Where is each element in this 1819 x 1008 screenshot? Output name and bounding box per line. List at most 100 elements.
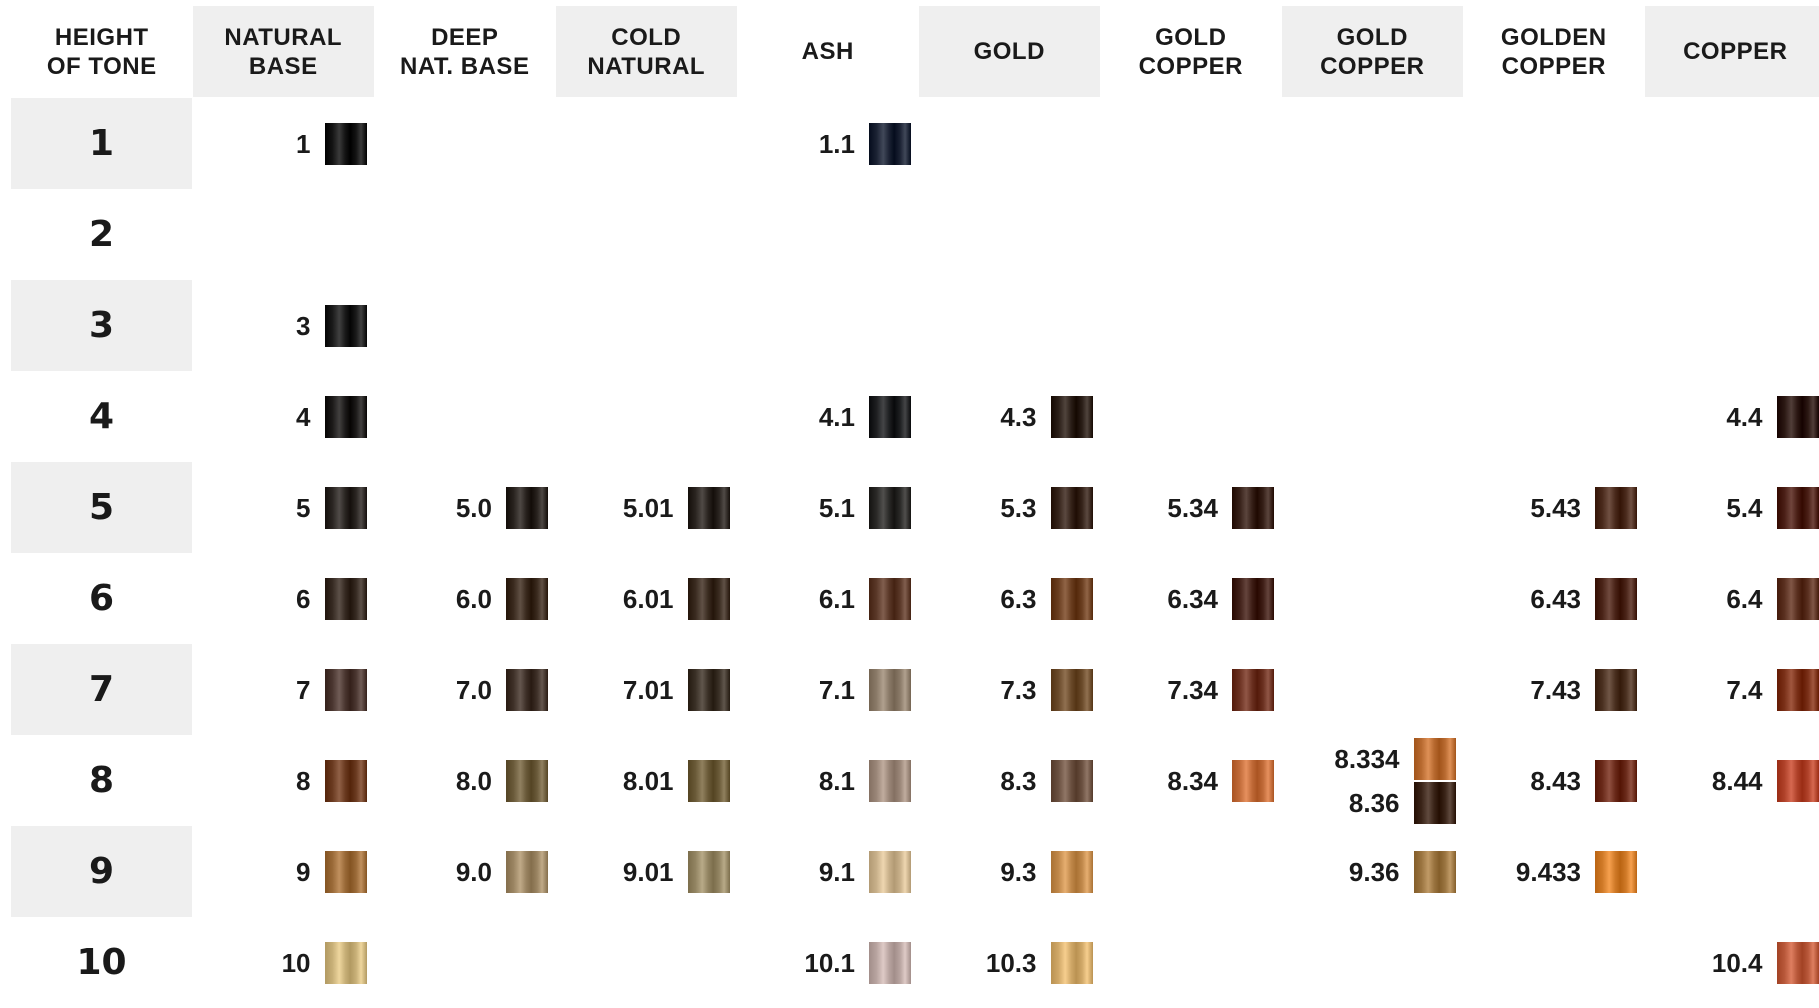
shade-code: 5.3 — [927, 493, 1037, 523]
hair-swatch — [325, 578, 367, 620]
shade-code: 5.01 — [564, 493, 674, 523]
shade-code: 7.0 — [382, 675, 492, 705]
column-header-gold-copper-1: GOLD COPPER — [1100, 6, 1282, 97]
hair-swatch — [1777, 669, 1819, 711]
hair-swatch — [325, 487, 367, 529]
hair-swatch — [869, 396, 911, 438]
shade-code: 8.1 — [745, 766, 855, 796]
tone-height-label: 10 — [11, 917, 192, 1008]
hair-swatch — [506, 487, 548, 529]
shade-code: 5 — [201, 493, 311, 523]
hair-swatch — [1051, 578, 1093, 620]
hair-swatch — [688, 487, 730, 529]
shade-code: 7.43 — [1471, 675, 1581, 705]
hair-swatch — [325, 123, 367, 165]
hair-swatch — [1777, 396, 1819, 438]
shade-code: 7 — [201, 675, 311, 705]
hair-swatch — [1595, 851, 1637, 893]
hair-swatch — [869, 669, 911, 711]
shade-code: 9.0 — [382, 857, 492, 887]
hair-swatch — [869, 487, 911, 529]
hair-swatch — [688, 760, 730, 802]
shade-code: 9.1 — [745, 857, 855, 887]
hair-swatch — [1414, 782, 1456, 824]
tone-height-label: 7 — [11, 644, 192, 735]
shade-code: 9 — [201, 857, 311, 887]
hair-swatch — [1595, 578, 1637, 620]
shade-code: 8.34 — [1108, 766, 1218, 796]
shade-code: 8.334 — [1290, 744, 1400, 774]
shade-code: 4.3 — [927, 402, 1037, 432]
hair-swatch — [1777, 942, 1819, 984]
shade-code: 7.4 — [1653, 675, 1763, 705]
hair-swatch — [1051, 669, 1093, 711]
shade-code: 5.4 — [1653, 493, 1763, 523]
hair-swatch — [1051, 487, 1093, 529]
hair-swatch — [325, 942, 367, 984]
column-header-gold: GOLD — [919, 6, 1101, 97]
hair-swatch — [869, 578, 911, 620]
tone-height-label: 1 — [11, 98, 192, 189]
hair-swatch — [1414, 738, 1456, 780]
hair-swatch — [1777, 760, 1819, 802]
hair-swatch — [1414, 851, 1456, 893]
shade-code: 10 — [201, 948, 311, 978]
shade-code: 9.433 — [1471, 857, 1581, 887]
hair-swatch — [506, 669, 548, 711]
hair-swatch — [325, 760, 367, 802]
shade-code: 3 — [201, 311, 311, 341]
column-header-natural-base: NATURAL BASE — [193, 6, 375, 97]
column-header-cold-natural: COLD NATURAL — [556, 6, 738, 97]
hair-swatch — [325, 396, 367, 438]
shade-code: 4.4 — [1653, 402, 1763, 432]
hair-swatch — [1595, 760, 1637, 802]
hair-swatch — [325, 305, 367, 347]
shade-code: 8 — [201, 766, 311, 796]
column-header-golden-copper: GOLDEN COPPER — [1463, 6, 1645, 97]
hair-swatch — [1595, 487, 1637, 529]
shade-code: 10.1 — [745, 948, 855, 978]
shade-code: 6 — [201, 584, 311, 614]
tone-height-label: 2 — [11, 189, 192, 280]
hair-swatch — [1232, 487, 1274, 529]
column-header-ash: ASH — [737, 6, 919, 97]
shade-code: 8.01 — [564, 766, 674, 796]
tone-height-label: 5 — [11, 462, 192, 553]
shade-code: 1.1 — [745, 129, 855, 159]
tone-height-label: 3 — [11, 280, 192, 371]
shade-code: 4 — [201, 402, 311, 432]
tone-height-label: 9 — [11, 826, 192, 917]
shade-code: 5.43 — [1471, 493, 1581, 523]
shade-code: 6.1 — [745, 584, 855, 614]
hair-swatch — [869, 942, 911, 984]
shade-code: 9.01 — [564, 857, 674, 887]
hair-swatch — [1051, 851, 1093, 893]
hair-swatch — [688, 851, 730, 893]
tone-height-label: 8 — [11, 735, 192, 826]
hair-swatch — [325, 851, 367, 893]
shade-code: 8.3 — [927, 766, 1037, 796]
shade-code: 7.1 — [745, 675, 855, 705]
shade-code: 9.36 — [1290, 857, 1400, 887]
hair-swatch — [1232, 669, 1274, 711]
shade-code: 8.44 — [1653, 766, 1763, 796]
hair-swatch — [1051, 396, 1093, 438]
tone-height-label: 6 — [11, 553, 192, 644]
hair-swatch — [506, 760, 548, 802]
column-header-gold-copper-2: GOLD COPPER — [1282, 6, 1464, 97]
hair-swatch — [869, 851, 911, 893]
hair-swatch — [325, 669, 367, 711]
shade-code: 7.3 — [927, 675, 1037, 705]
shade-code: 7.01 — [564, 675, 674, 705]
shade-code: 6.34 — [1108, 584, 1218, 614]
shade-code: 6.4 — [1653, 584, 1763, 614]
column-header-deep-nat-base: DEEP NAT. BASE — [374, 6, 556, 97]
hair-swatch — [869, 760, 911, 802]
shade-code: 6.43 — [1471, 584, 1581, 614]
shade-code: 10.3 — [927, 948, 1037, 978]
hair-swatch — [1777, 578, 1819, 620]
hair-swatch — [1595, 669, 1637, 711]
tone-height-label: 4 — [11, 371, 192, 462]
shade-code: 8.0 — [382, 766, 492, 796]
